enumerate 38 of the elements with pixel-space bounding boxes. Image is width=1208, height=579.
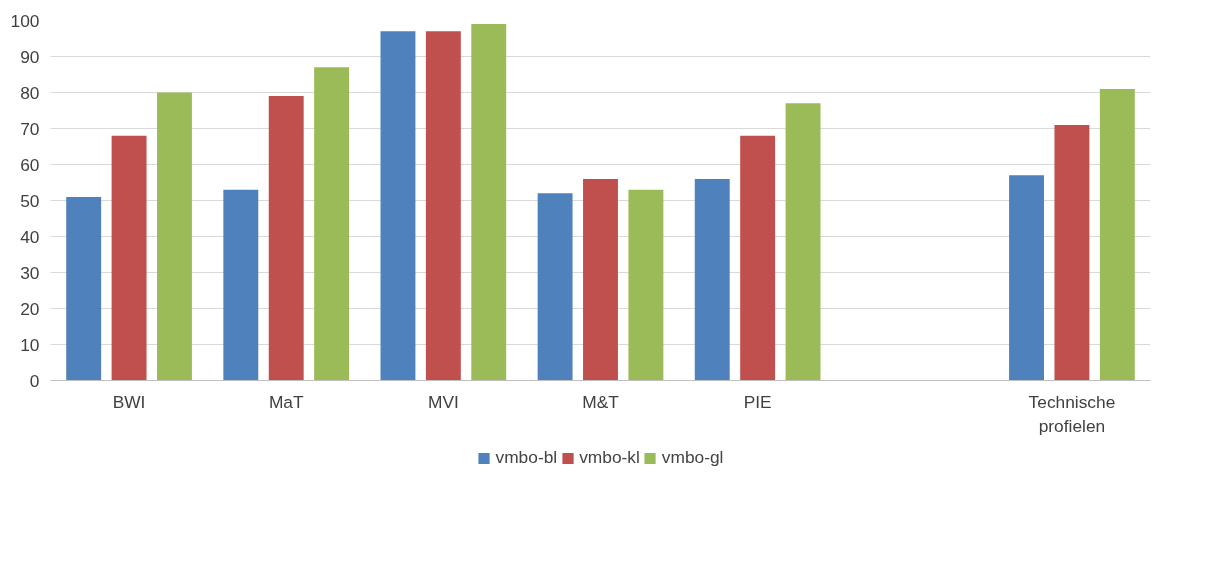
- x-tick-label: PIE: [743, 391, 772, 412]
- bar: [537, 193, 573, 381]
- x-tick-label: Technische profielen: [1028, 391, 1116, 436]
- x-tick-label: MVI: [427, 391, 459, 412]
- y-tick-label: 50: [20, 190, 40, 211]
- legend-label: vmbo-kl: [579, 447, 640, 468]
- bar: [157, 92, 192, 381]
- y-tick-label: 60: [20, 154, 40, 175]
- bar: [425, 31, 461, 381]
- legend-label: vmbo-gl: [661, 447, 724, 468]
- bar: [1054, 124, 1090, 381]
- bar: [740, 135, 776, 381]
- y-tick-label: 0: [29, 370, 40, 391]
- bar: [380, 31, 416, 381]
- y-tick-label: 100: [10, 10, 40, 31]
- bar: [471, 24, 507, 381]
- legend-label: vmbo-bl: [495, 447, 558, 468]
- y-tick-label: 10: [20, 334, 40, 355]
- bar: [583, 178, 618, 381]
- bar: [1009, 175, 1044, 381]
- bar: [785, 103, 821, 381]
- y-tick-label: 80: [20, 82, 40, 103]
- bar: [314, 67, 350, 381]
- bar: [66, 196, 102, 381]
- bar: [268, 96, 304, 381]
- y-tick-label: 90: [20, 46, 40, 67]
- x-tick-label: M&T: [582, 391, 620, 412]
- bar: [694, 178, 730, 381]
- x-tick-label: BWI: [112, 391, 146, 412]
- bar: [111, 135, 147, 381]
- bar: [223, 189, 259, 381]
- bar: [1099, 88, 1135, 381]
- y-tick-label: 40: [20, 226, 40, 247]
- y-tick-label: 30: [20, 262, 40, 283]
- y-tick-label: 70: [20, 118, 40, 139]
- x-tick-label: MaT: [268, 391, 304, 412]
- bar: [628, 189, 664, 381]
- y-tick-label: 20: [20, 298, 40, 319]
